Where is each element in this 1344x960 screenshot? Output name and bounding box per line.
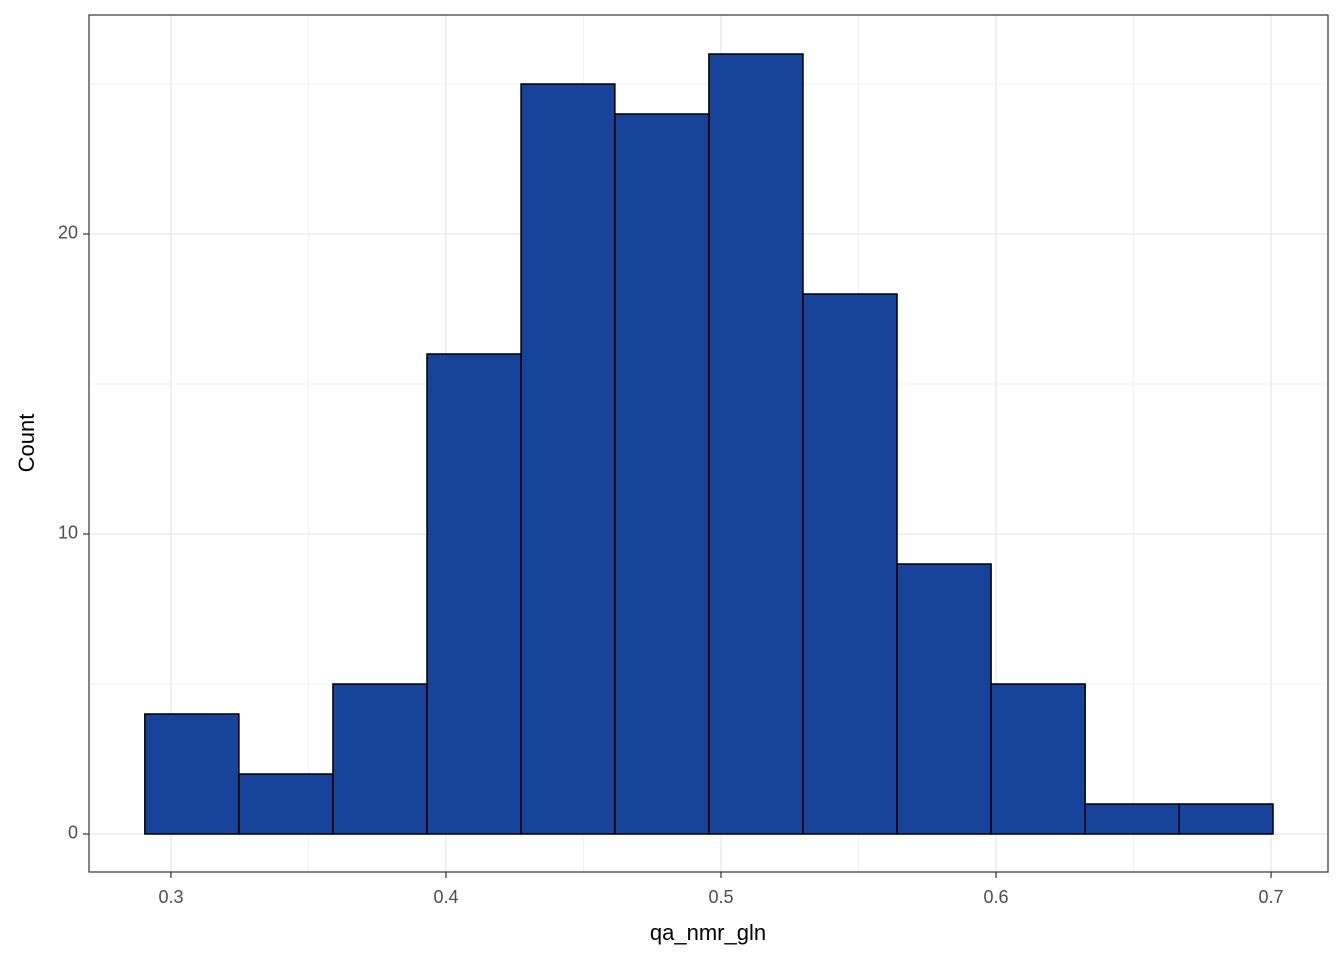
bar [708, 53, 804, 835]
bar [1178, 803, 1274, 835]
y-tick-label: 0 [68, 823, 78, 843]
x-tick-label: 0.7 [1259, 887, 1284, 907]
bar [520, 83, 616, 835]
bar [238, 773, 334, 835]
bar [802, 293, 898, 835]
x-tick-label: 0.6 [984, 887, 1009, 907]
bar [426, 353, 522, 835]
bar [1084, 803, 1180, 835]
y-tick-label: 20 [58, 223, 78, 243]
x-axis-label: qa_nmr_gln [650, 920, 766, 945]
y-axis-label: Count [14, 414, 39, 473]
y-tick-label: 10 [58, 523, 78, 543]
bar [896, 563, 992, 835]
bar [332, 683, 428, 835]
x-tick-label: 0.4 [433, 887, 458, 907]
bar [990, 683, 1086, 835]
panel-border [88, 14, 1329, 873]
bar [614, 113, 710, 835]
bar [144, 713, 240, 835]
x-tick-label: 0.3 [158, 887, 183, 907]
x-tick-label: 0.5 [708, 887, 733, 907]
